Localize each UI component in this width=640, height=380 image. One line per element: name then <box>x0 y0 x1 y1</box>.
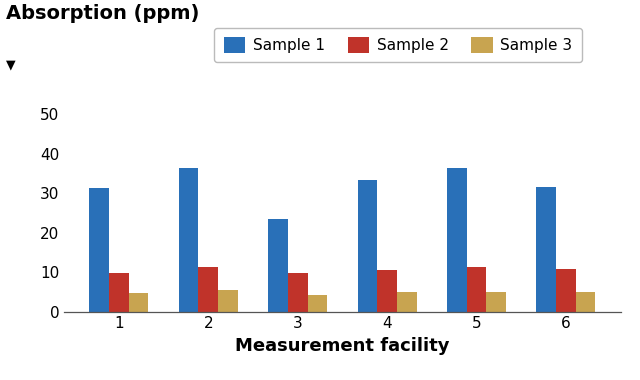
Bar <box>447 168 467 312</box>
Bar <box>536 187 556 312</box>
Bar <box>268 219 288 312</box>
Bar <box>486 292 506 312</box>
Bar <box>358 180 377 312</box>
X-axis label: Measurement facility: Measurement facility <box>235 337 450 355</box>
Bar <box>556 269 576 312</box>
Bar <box>198 267 218 312</box>
Bar <box>467 268 486 312</box>
Bar <box>576 292 595 312</box>
Bar <box>218 290 238 312</box>
Bar <box>90 188 109 312</box>
Bar <box>308 295 327 312</box>
Bar <box>179 168 198 312</box>
Bar <box>377 270 397 312</box>
Legend: Sample 1, Sample 2, Sample 3: Sample 1, Sample 2, Sample 3 <box>214 28 582 62</box>
Bar <box>397 292 417 312</box>
Bar <box>129 293 148 312</box>
Bar <box>109 273 129 312</box>
Text: Absorption (ppm): Absorption (ppm) <box>6 4 200 23</box>
Text: ▼: ▼ <box>6 59 16 72</box>
Bar <box>288 272 308 312</box>
